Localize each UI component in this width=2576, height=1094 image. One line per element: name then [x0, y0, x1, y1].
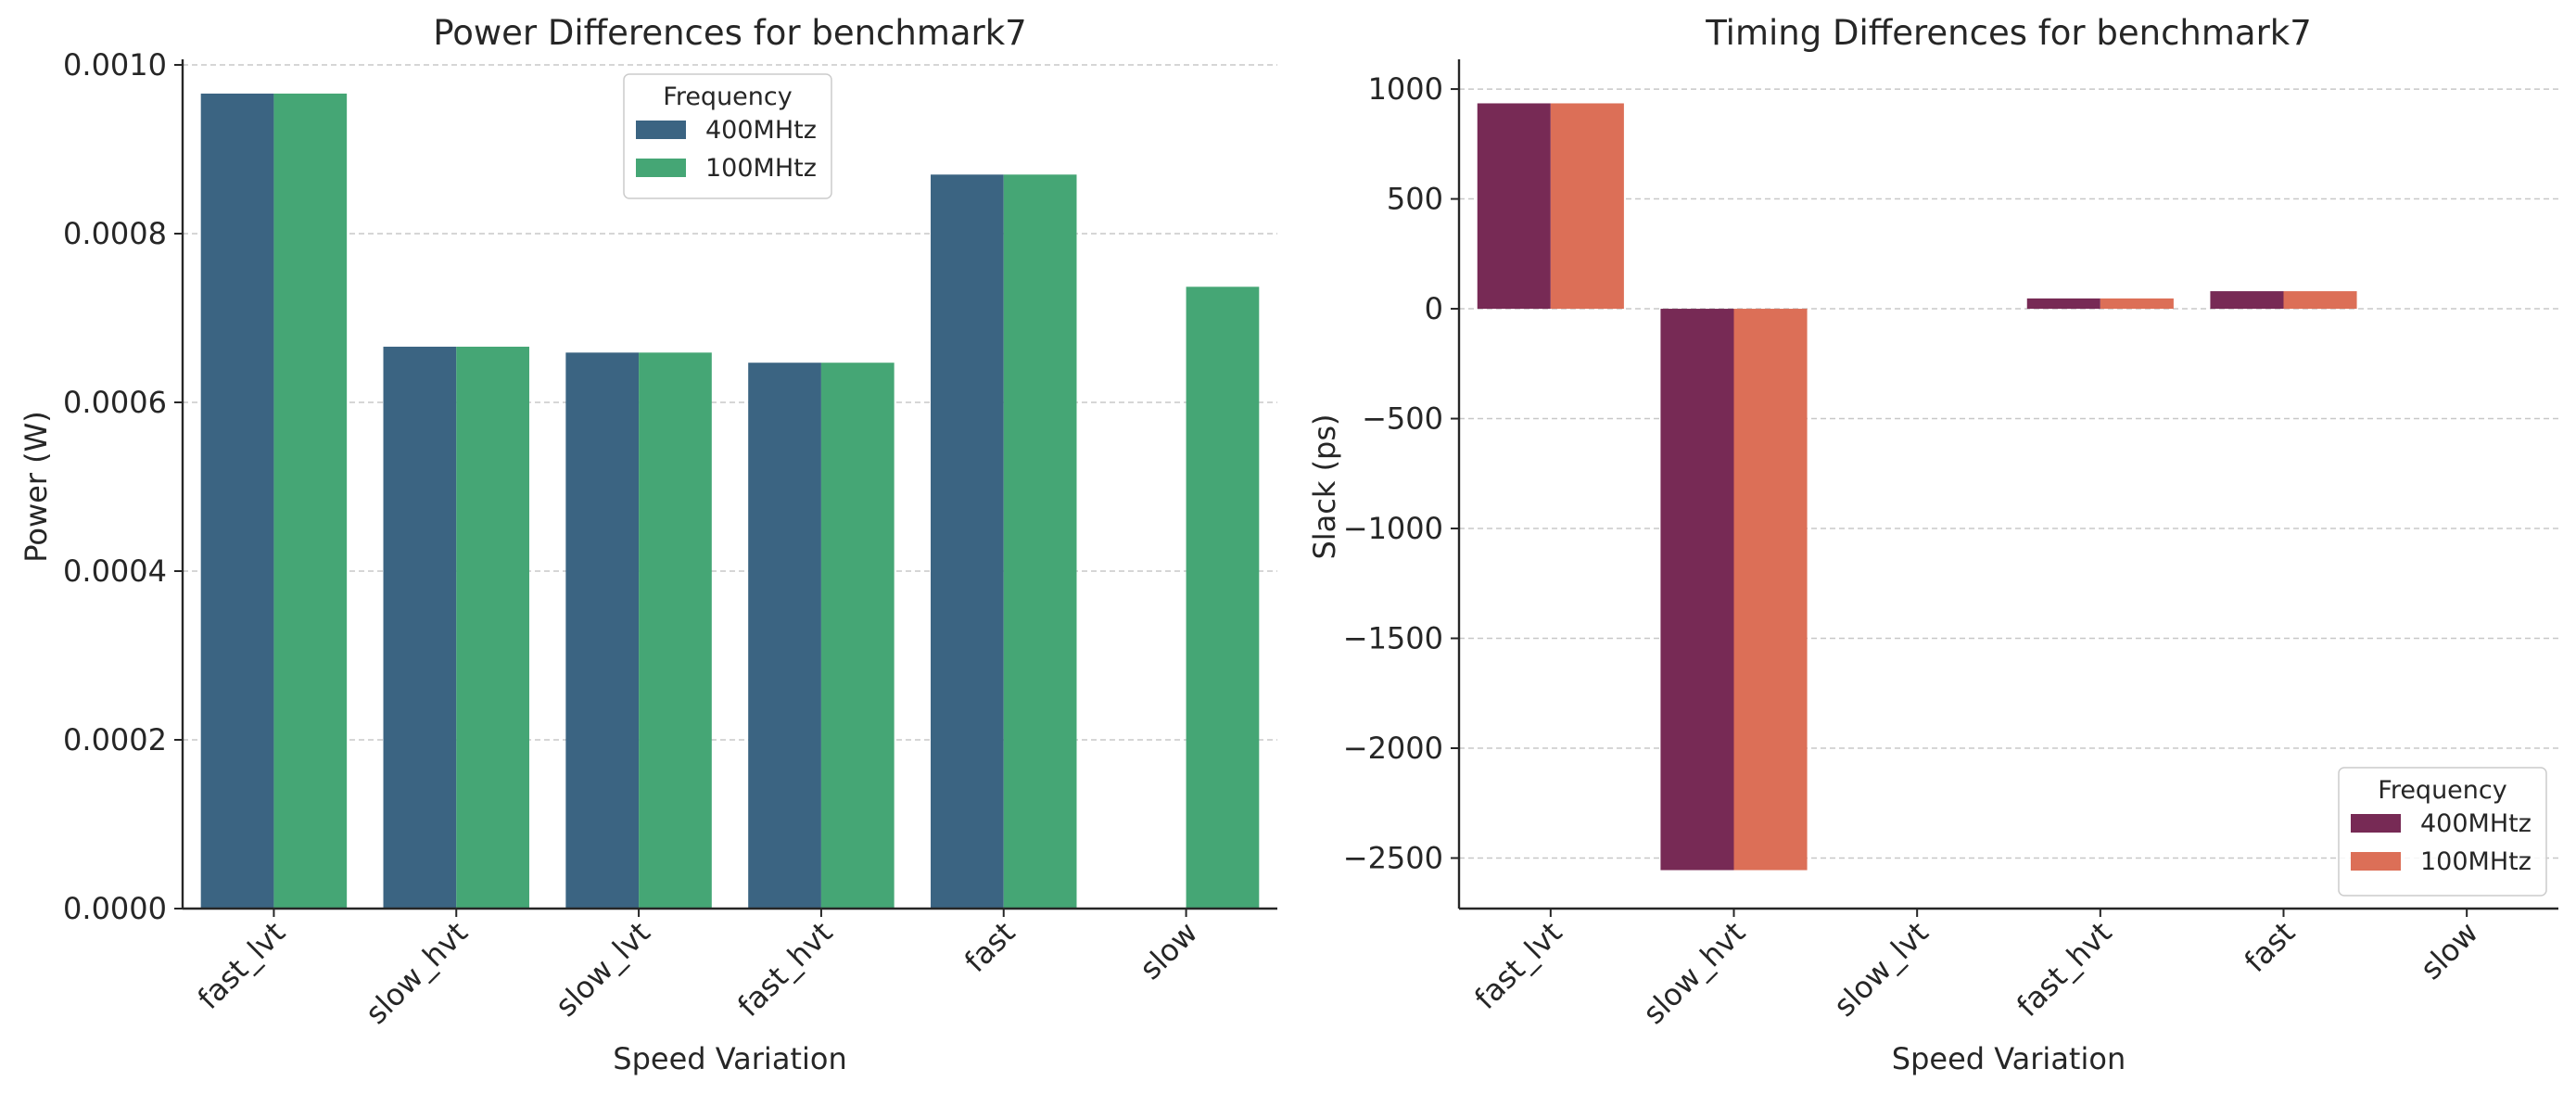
bar-slow_hvt-400MHtz: [1660, 309, 1734, 871]
legend-label-400MHtz: 400MHtz: [2420, 809, 2532, 838]
legend-swatch-400MHtz: [2351, 814, 2401, 833]
timing-legend: Frequency 400MHtz 100MHtz: [2338, 767, 2547, 897]
bar-fast_lvt-400MHtz: [200, 93, 274, 909]
bar-fast-400MHtz: [2210, 291, 2284, 310]
x-tick-label: slow_hvt: [1636, 915, 1752, 1031]
power-y-axis-label: Power (W): [19, 411, 54, 563]
x-tick-label: fast_hvt: [730, 915, 839, 1024]
bar-fast_lvt-100MHtz: [273, 93, 348, 909]
bar-fast_lvt-400MHtz: [1477, 103, 1551, 310]
bar-slow-100MHtz: [1186, 286, 1260, 910]
legend-label-400MHtz: 400MHtz: [705, 116, 817, 145]
y-tick-label: 0.0002: [63, 722, 167, 757]
y-tick-label: −2500: [1343, 840, 1443, 875]
y-tick-label: 0.0008: [63, 216, 167, 251]
x-tick-label: slow_hvt: [359, 915, 475, 1031]
x-tick-label: fast_hvt: [2010, 915, 2118, 1024]
y-tick-label: 0.0006: [63, 385, 167, 420]
timing-y-axis-label: Slack (ps): [1307, 413, 1342, 559]
bar-slow_hvt-400MHtz: [383, 346, 457, 909]
x-tick-label: fast_lvt: [1467, 915, 1568, 1016]
timing-chart: 1000 500 0 −500 −1000 −1500 −2000 −2500 fast_lv…: [1307, 13, 2558, 1076]
x-tick-label: slow: [1133, 915, 1204, 986]
x-tick-label: slow_lvt: [1827, 915, 1935, 1024]
power-x-axis-label: Speed Variation: [613, 1041, 846, 1076]
y-tick-label: −1000: [1343, 511, 1443, 546]
power-chart-title: Power Differences for benchmark7: [433, 13, 1026, 53]
bar-slow_lvt-400MHtz: [565, 352, 640, 909]
x-tick-label: slow_lvt: [549, 915, 657, 1024]
y-tick-label: 500: [1387, 182, 1443, 217]
bar-fast_hvt-100MHtz: [820, 363, 895, 910]
x-tick-label: fast_lvt: [191, 915, 292, 1016]
bar-fast_hvt-400MHtz: [2026, 298, 2100, 310]
x-tick-label: fast: [2238, 915, 2302, 979]
y-tick-label: 0.0000: [63, 891, 167, 926]
y-tick-label: −1500: [1343, 621, 1443, 656]
power-chart: 0.0000 0.0002 0.0004 0.0006 0.0008 0.0010 fas…: [19, 13, 1277, 1076]
legend-swatch-400MHtz: [636, 121, 686, 139]
bar-fast_lvt-100MHtz: [1550, 103, 1624, 310]
y-tick-label: 1000: [1368, 71, 1443, 107]
bar-slow_hvt-100MHtz: [1733, 309, 1808, 871]
timing-bars: [1477, 103, 2357, 871]
bar-fast-100MHtz: [2283, 291, 2357, 310]
legend-title: Frequency: [663, 83, 793, 111]
y-tick-label: −500: [1362, 401, 1443, 437]
timing-x-axis-label: Speed Variation: [1892, 1041, 2126, 1076]
x-tick-label: fast: [958, 915, 1022, 979]
power-legend: Frequency 400MHtz 100MHtz: [623, 73, 832, 199]
bar-fast_hvt-100MHtz: [2100, 298, 2174, 310]
legend-swatch-100MHtz: [2351, 852, 2401, 871]
timing-chart-title: Timing Differences for benchmark7: [1705, 13, 2312, 53]
y-tick-label: −2000: [1343, 731, 1443, 766]
bar-slow_hvt-100MHtz: [456, 346, 529, 909]
legend-title: Frequency: [2378, 776, 2507, 805]
x-tick-label: slow: [2414, 915, 2485, 986]
power-x-ticks: fast_lvt slow_hvt slow_lvt fast_hvt fast slow: [191, 909, 1204, 1031]
timing-x-ticks: fast_lvt slow_hvt slow_lvt fast_hvt fast slow: [1467, 909, 2485, 1031]
legend-swatch-100MHtz: [636, 159, 686, 177]
bar-fast-100MHtz: [1003, 174, 1077, 910]
power-y-ticks: 0.0000 0.0002 0.0004 0.0006 0.0008 0.0010: [63, 47, 183, 926]
legend-label-100MHtz: 100MHtz: [705, 154, 817, 183]
timing-y-ticks: 1000 500 0 −500 −1000 −1500 −2000 −2500: [1343, 71, 1459, 875]
bar-fast_hvt-400MHtz: [748, 363, 821, 910]
y-tick-label: 0: [1425, 291, 1443, 326]
y-tick-label: 0.0010: [63, 47, 167, 83]
timing-gridlines: [1459, 88, 2558, 859]
y-tick-label: 0.0004: [63, 553, 167, 589]
bar-fast-400MHtz: [931, 174, 1004, 910]
legend-label-100MHtz: 100MHtz: [2420, 847, 2532, 876]
bar-slow_lvt-100MHtz: [639, 352, 712, 909]
power-bars: [200, 93, 1260, 910]
